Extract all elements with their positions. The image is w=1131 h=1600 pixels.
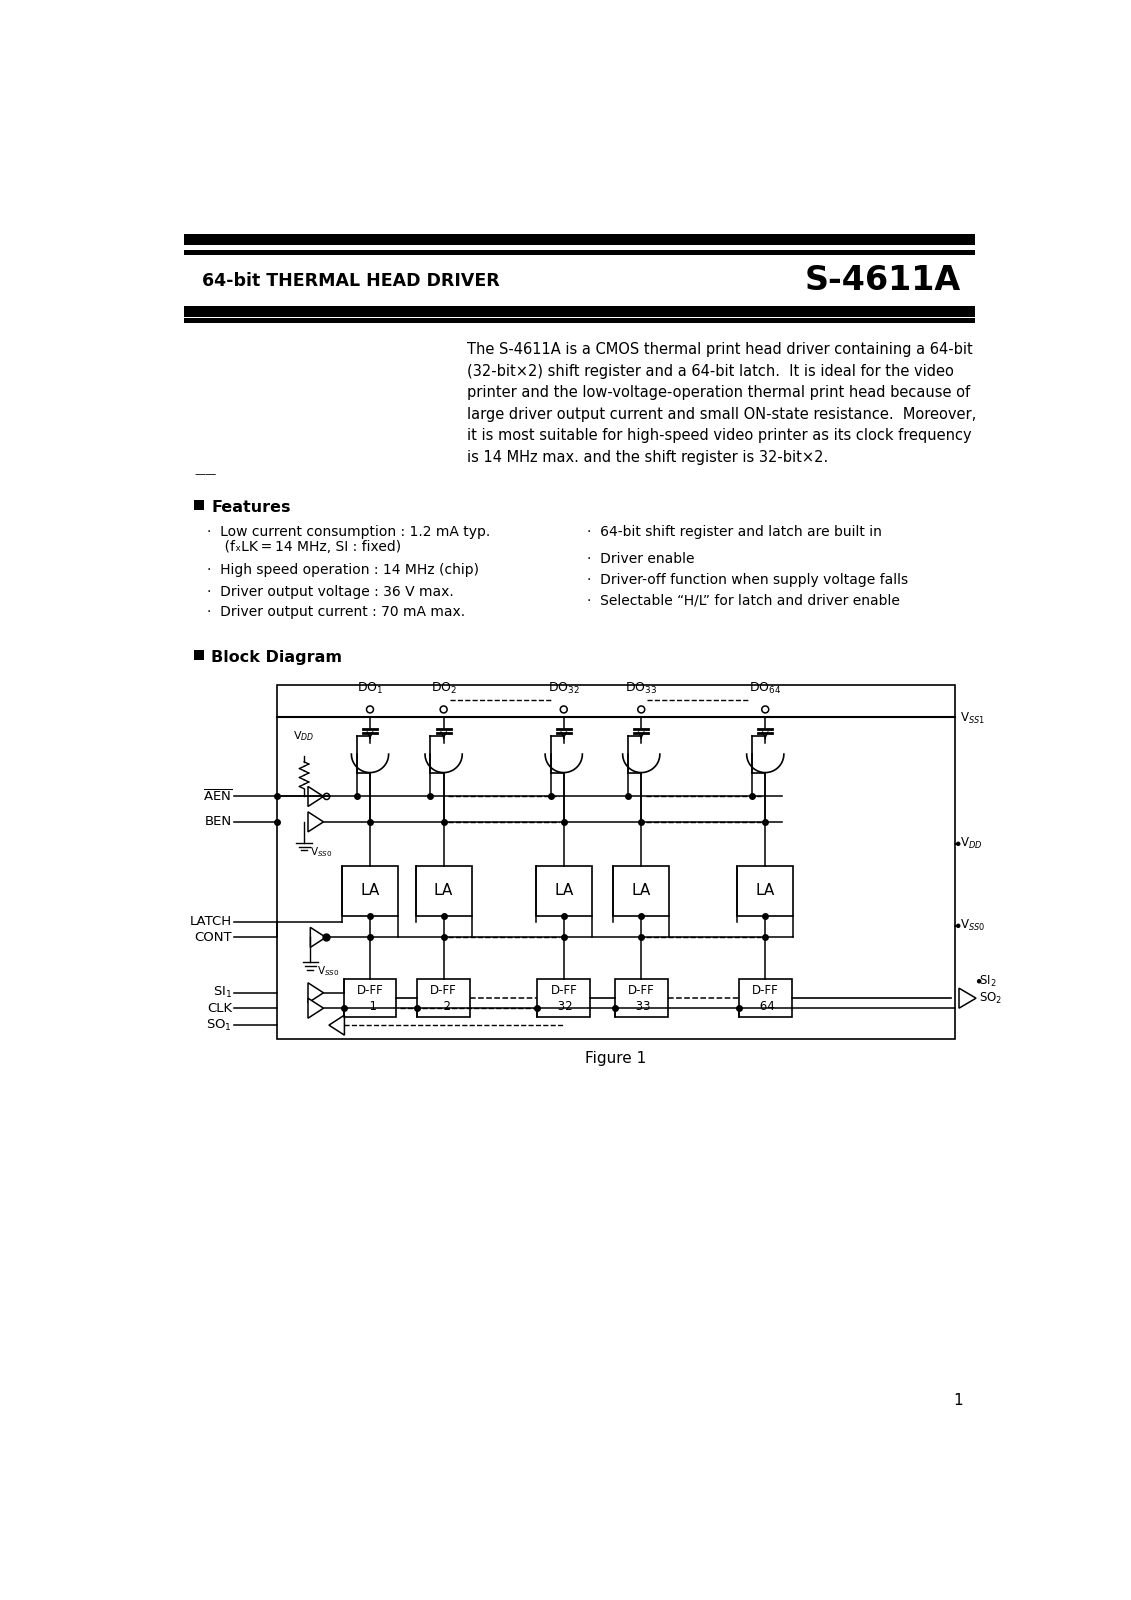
Text: Block Diagram: Block Diagram bbox=[211, 650, 342, 666]
Text: LA: LA bbox=[554, 883, 573, 898]
Text: ·  Driver output voltage : 36 V max.: · Driver output voltage : 36 V max. bbox=[207, 584, 454, 598]
Bar bbox=[195, 499, 205, 510]
Text: SO$_1$: SO$_1$ bbox=[206, 1018, 232, 1032]
Text: ·  Low current consumption : 1.2 mA typ.: · Low current consumption : 1.2 mA typ. bbox=[207, 525, 491, 539]
Text: V$_{DD}$: V$_{DD}$ bbox=[293, 728, 314, 742]
Text: ·  Driver output current : 70 mA max.: · Driver output current : 70 mA max. bbox=[207, 605, 465, 619]
Text: (32-bit×2) shift register and a 64-bit latch.  It is ideal for the video: (32-bit×2) shift register and a 64-bit l… bbox=[467, 363, 953, 379]
Text: CLK: CLK bbox=[207, 1002, 232, 1014]
Text: DO$_2$: DO$_2$ bbox=[431, 682, 457, 696]
Text: S-4611A: S-4611A bbox=[805, 264, 961, 298]
Text: The S-4611A is a CMOS thermal print head driver containing a 64-bit: The S-4611A is a CMOS thermal print head… bbox=[467, 342, 973, 357]
Text: V$_{SS0}$: V$_{SS0}$ bbox=[310, 845, 333, 859]
Text: LA: LA bbox=[756, 883, 775, 898]
Text: LATCH: LATCH bbox=[190, 915, 232, 928]
Text: it is most suitable for high-speed video printer as its clock frequency: it is most suitable for high-speed video… bbox=[467, 429, 972, 443]
Text: D-FF
 33: D-FF 33 bbox=[628, 984, 655, 1013]
Polygon shape bbox=[310, 928, 326, 947]
Bar bbox=[739, 979, 792, 1018]
Bar bbox=[417, 979, 470, 1018]
Polygon shape bbox=[308, 998, 323, 1018]
Text: CONT: CONT bbox=[195, 931, 232, 944]
Polygon shape bbox=[308, 811, 323, 832]
Text: SO$_2$: SO$_2$ bbox=[979, 990, 1002, 1006]
Text: SI$_2$: SI$_2$ bbox=[979, 974, 996, 989]
Polygon shape bbox=[959, 989, 976, 1008]
Bar bbox=[613, 866, 670, 915]
Text: LA: LA bbox=[361, 883, 380, 898]
Text: is 14 MHz max. and the shift register is 32-bit×2.: is 14 MHz max. and the shift register is… bbox=[467, 450, 828, 466]
Circle shape bbox=[957, 925, 960, 928]
Text: ·  64-bit shift register and latch are built in: · 64-bit shift register and latch are bu… bbox=[587, 525, 882, 539]
Text: V$_{SS1}$: V$_{SS1}$ bbox=[960, 710, 985, 726]
Bar bbox=[342, 866, 398, 915]
Bar bbox=[277, 685, 955, 1038]
Bar bbox=[737, 866, 793, 915]
Text: $\overline{\mathrm{AEN}}$: $\overline{\mathrm{AEN}}$ bbox=[202, 789, 232, 805]
Text: V$_{SS0}$: V$_{SS0}$ bbox=[317, 965, 339, 978]
Circle shape bbox=[957, 842, 960, 845]
Text: ·  Driver enable: · Driver enable bbox=[587, 552, 694, 566]
Text: LA: LA bbox=[631, 883, 650, 898]
Text: (fₓLK = 14 MHz, SI : fixed): (fₓLK = 14 MHz, SI : fixed) bbox=[207, 541, 402, 554]
Bar bbox=[184, 317, 975, 323]
Bar bbox=[615, 979, 667, 1018]
Text: ·  Driver-off function when supply voltage falls: · Driver-off function when supply voltag… bbox=[587, 573, 908, 587]
Text: D-FF
 32: D-FF 32 bbox=[551, 984, 577, 1013]
Text: Figure 1: Figure 1 bbox=[586, 1051, 647, 1066]
Text: D-FF
  1: D-FF 1 bbox=[356, 984, 383, 1013]
Text: V$_{SS0}$: V$_{SS0}$ bbox=[960, 918, 985, 933]
Text: 1: 1 bbox=[953, 1394, 962, 1408]
Bar bbox=[184, 250, 975, 254]
Bar bbox=[184, 234, 975, 245]
Text: DO$_{32}$: DO$_{32}$ bbox=[547, 682, 579, 696]
Bar bbox=[416, 866, 472, 915]
Bar bbox=[184, 306, 975, 317]
Polygon shape bbox=[308, 787, 323, 806]
Text: LA: LA bbox=[434, 883, 454, 898]
Polygon shape bbox=[308, 982, 323, 1003]
Text: ——: —— bbox=[195, 469, 216, 480]
Text: 64-bit THERMAL HEAD DRIVER: 64-bit THERMAL HEAD DRIVER bbox=[201, 272, 500, 290]
Text: DO$_1$: DO$_1$ bbox=[357, 682, 383, 696]
Text: V$_{DD}$: V$_{DD}$ bbox=[960, 837, 982, 851]
Text: BEN: BEN bbox=[205, 816, 232, 829]
Circle shape bbox=[977, 979, 981, 982]
Text: large driver output current and small ON-state resistance.  Moreover,: large driver output current and small ON… bbox=[467, 406, 976, 422]
Text: DO$_{33}$: DO$_{33}$ bbox=[625, 682, 657, 696]
Text: D-FF
  2: D-FF 2 bbox=[430, 984, 457, 1013]
Text: Features: Features bbox=[211, 499, 291, 515]
Text: printer and the low-voltage-operation thermal print head because of: printer and the low-voltage-operation th… bbox=[467, 386, 970, 400]
Bar bbox=[195, 650, 205, 661]
Polygon shape bbox=[329, 1014, 345, 1035]
Bar bbox=[536, 866, 592, 915]
Text: SI$_1$: SI$_1$ bbox=[213, 986, 232, 1000]
Bar bbox=[537, 979, 590, 1018]
Text: ·  High speed operation : 14 MHz (chip): · High speed operation : 14 MHz (chip) bbox=[207, 563, 480, 578]
Text: DO$_{64}$: DO$_{64}$ bbox=[749, 682, 782, 696]
Text: D-FF
 64: D-FF 64 bbox=[752, 984, 778, 1013]
Text: ·  Selectable “H/L” for latch and driver enable: · Selectable “H/L” for latch and driver … bbox=[587, 594, 900, 608]
Bar bbox=[344, 979, 396, 1018]
